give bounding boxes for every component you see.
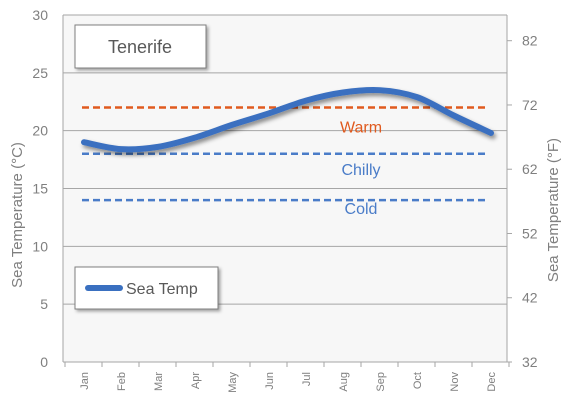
chart-title-box: Tenerife <box>74 24 207 69</box>
x-tick-label: Nov <box>449 372 461 392</box>
x-tick-label: Mar <box>153 372 165 391</box>
x-tick-label: Jan <box>79 372 91 390</box>
x-tick-label: Sep <box>375 372 387 392</box>
x-tick-label: Jun <box>264 372 276 390</box>
legend: Sea Temp <box>74 266 219 310</box>
x-tick-label: May <box>227 372 239 393</box>
reference-label-warm: Warm <box>340 120 382 137</box>
y-tick-label-right: 42 <box>522 290 538 306</box>
x-tick-label: Oct <box>412 372 424 389</box>
y-tick-label-right: 62 <box>522 161 538 177</box>
y-tick-label-right: 32 <box>522 354 538 370</box>
x-tick-label: Apr <box>190 372 202 389</box>
x-tick-label: Aug <box>338 372 350 392</box>
y-tick-label-left: 0 <box>40 354 48 370</box>
reference-label-cold: Cold <box>345 201 378 218</box>
y-tick-label-right: 72 <box>522 97 538 113</box>
legend-label: Sea Temp <box>126 281 198 298</box>
y-tick-label-left: 30 <box>32 7 48 23</box>
x-tick-label: Feb <box>116 372 128 391</box>
y-axis-title-left: Sea Temperature (°C) <box>9 142 26 288</box>
x-tick-label: Jul <box>301 372 313 386</box>
series-line-sea-temp <box>81 86 494 153</box>
y-tick-label-left: 10 <box>32 238 48 254</box>
y-tick-label-left: 15 <box>32 181 48 197</box>
y-tick-label-left: 25 <box>32 65 48 81</box>
x-tick-label: Dec <box>486 372 498 392</box>
y-tick-label-right: 52 <box>522 225 538 241</box>
y-axis-title-right: Sea Temperature (°F) <box>545 138 562 282</box>
y-tick-label-left: 5 <box>40 296 48 312</box>
y-tick-label-left: 20 <box>32 123 48 139</box>
y-tick-label-right: 82 <box>522 33 538 49</box>
reference-label-chilly: Chilly <box>341 162 380 179</box>
chart-title: Tenerife <box>108 37 172 57</box>
